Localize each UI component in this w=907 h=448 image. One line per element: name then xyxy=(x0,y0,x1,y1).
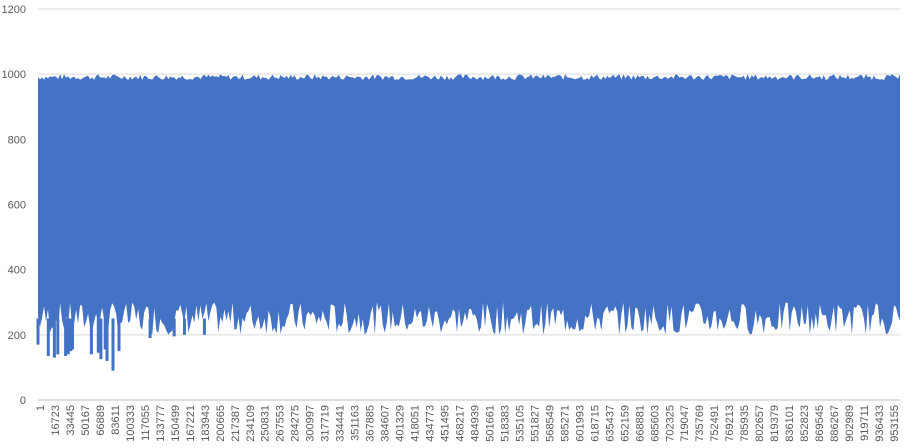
x-tick-label: 752491 xyxy=(709,405,721,442)
x-tick-label: 351163 xyxy=(350,405,362,441)
plot-area xyxy=(36,74,900,371)
y-tick-label: 800 xyxy=(8,134,26,146)
x-tick-label: 317719 xyxy=(320,405,332,442)
x-tick-label: 869545 xyxy=(814,405,826,442)
x-tick-label: 836101 xyxy=(784,405,796,442)
series-area xyxy=(38,74,900,335)
x-tick-label: 234109 xyxy=(245,405,257,442)
x-tick-label: 484939 xyxy=(470,405,482,442)
x-tick-label: 936433 xyxy=(874,405,886,442)
x-tick-label: 217387 xyxy=(230,405,242,442)
x-tick-label: 150499 xyxy=(170,405,182,442)
data-spike xyxy=(111,318,115,371)
data-spike xyxy=(172,318,176,337)
x-tick-label: 819379 xyxy=(769,405,781,442)
x-tick-label: 501661 xyxy=(485,405,497,442)
x-tick-label: 183943 xyxy=(200,405,212,442)
data-spike xyxy=(89,318,93,355)
x-tick-label: 267553 xyxy=(275,405,287,442)
y-tick-label: 600 xyxy=(8,200,26,212)
x-tick-label: 384607 xyxy=(380,405,392,442)
data-spike xyxy=(64,318,68,356)
data-spike xyxy=(66,318,70,355)
x-tick-label: 16723 xyxy=(50,405,62,436)
x-tick-label: 401329 xyxy=(395,405,407,442)
data-spike xyxy=(69,318,73,352)
x-tick-label: 300997 xyxy=(305,405,317,442)
x-tick-label: 451495 xyxy=(440,405,452,442)
y-axis-ticks: 0 200 400 600 800 1000 1200 xyxy=(2,4,26,407)
y-tick-label: 1000 xyxy=(2,69,26,81)
x-tick-label: 719047 xyxy=(679,405,691,442)
x-tick-label: 33445 xyxy=(65,405,77,436)
data-spike xyxy=(183,318,186,335)
data-spike xyxy=(56,318,60,355)
x-tick-label: 250831 xyxy=(260,405,272,442)
x-tick-label: 468217 xyxy=(455,405,467,442)
x-tick-label: 83611 xyxy=(110,405,122,435)
data-spike xyxy=(46,318,50,356)
y-tick-label: 1200 xyxy=(2,4,26,16)
data-spike xyxy=(202,318,206,335)
data-spike xyxy=(103,318,107,350)
x-tick-label: 434773 xyxy=(425,405,437,442)
x-tick-label: 635437 xyxy=(604,405,616,442)
x-tick-label: 518383 xyxy=(500,405,512,442)
x-tick-label: 200665 xyxy=(215,405,227,442)
x-tick-label: 334441 xyxy=(335,405,347,442)
data-spike xyxy=(96,318,100,353)
y-tick-label: 0 xyxy=(20,395,26,407)
data-spike xyxy=(148,318,152,339)
x-tick-label: 367885 xyxy=(365,405,377,442)
x-tick-label: 418051 xyxy=(410,405,422,442)
x-tick-label: 585271 xyxy=(559,405,571,442)
x-tick-label: 886267 xyxy=(829,405,841,442)
x-tick-label: 652159 xyxy=(619,405,631,442)
data-spike xyxy=(117,318,121,352)
x-tick-label: 802657 xyxy=(754,405,766,442)
x-tick-label: 568549 xyxy=(544,405,556,442)
x-tick-label: 852823 xyxy=(799,405,811,442)
x-tick-label: 1 xyxy=(35,405,47,411)
x-tick-label: 668881 xyxy=(634,405,646,442)
x-tick-label: 117055 xyxy=(140,405,152,441)
x-tick-label: 953155 xyxy=(889,405,901,442)
x-tick-label: 769213 xyxy=(724,405,736,442)
x-tick-label: 919711 xyxy=(859,405,871,441)
data-spike xyxy=(71,318,74,350)
x-tick-label: 702325 xyxy=(664,405,676,442)
x-tick-label: 535105 xyxy=(514,405,526,442)
x-tick-label: 50167 xyxy=(80,405,92,436)
x-tick-label: 785935 xyxy=(739,405,751,442)
x-tick-label: 167221 xyxy=(185,405,197,442)
y-tick-label: 200 xyxy=(8,330,26,342)
x-tick-label: 133777 xyxy=(155,405,167,442)
x-tick-label: 66889 xyxy=(95,405,107,436)
x-tick-label: 735769 xyxy=(694,405,706,442)
data-spike xyxy=(99,318,103,360)
x-tick-label: 601993 xyxy=(574,405,586,442)
y-tick-label: 400 xyxy=(8,265,26,277)
x-axis-ticks: 1 16723 33445 50167 66889 83611 100333 117055 13… xyxy=(35,405,901,442)
data-spike xyxy=(105,318,109,361)
x-tick-label: 284275 xyxy=(290,405,302,442)
data-spike xyxy=(52,318,56,358)
data-spike xyxy=(36,318,40,345)
x-tick-label: 902989 xyxy=(844,405,856,442)
x-tick-label: 685603 xyxy=(649,405,661,442)
x-tick-label: 551827 xyxy=(529,405,541,442)
x-tick-label: 618715 xyxy=(589,405,601,442)
x-tick-label: 100333 xyxy=(125,405,137,442)
